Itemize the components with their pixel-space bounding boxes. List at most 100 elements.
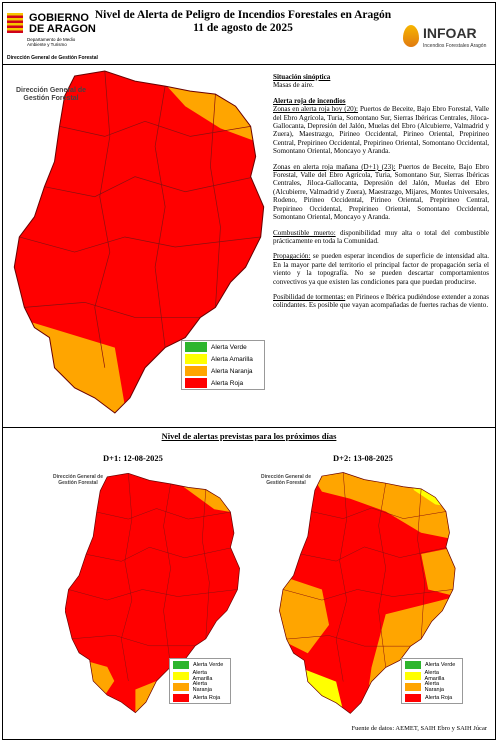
zone-border <box>163 483 171 667</box>
lead: Zonas en alerta roja hoy (20): <box>273 105 359 114</box>
zone-border <box>282 589 454 601</box>
lead: Propagación: <box>273 252 311 261</box>
legend-swatch <box>173 693 189 702</box>
paragraph: Zonas en alerta roja mañana (D+1) (23): … <box>273 163 489 222</box>
zone <box>279 575 330 654</box>
legend-swatch <box>405 693 421 702</box>
text: Puertos de Beceite, Bajo Ebro Forestal, … <box>273 105 489 156</box>
forecast-map <box>65 472 240 714</box>
zone-border <box>19 236 261 253</box>
zone-border <box>68 589 238 601</box>
legend-label: Alerta Verde <box>193 661 224 668</box>
legend-swatch <box>173 682 189 691</box>
legend-entry: Alerta Amarilla <box>402 669 462 682</box>
paragraphs: Zonas en alerta roja hoy (20): Puertos d… <box>273 105 489 310</box>
zone-border <box>96 508 231 520</box>
legend-swatch <box>185 366 207 376</box>
flag-icon <box>7 13 23 33</box>
zone-border <box>154 86 166 348</box>
legend-entry: Alerta Naranja <box>402 680 462 693</box>
zone-border <box>24 301 201 318</box>
legend-entry: Alerta Roja <box>402 692 462 703</box>
zone-border <box>86 546 235 562</box>
zone-border <box>202 489 210 639</box>
divider <box>3 427 495 428</box>
lead: Combustible muerto: <box>273 228 336 237</box>
map-label: Dirección General de Gestión Forestal <box>52 474 104 486</box>
lead: Posibilidad de tormentas: <box>273 292 346 301</box>
legend-entry: Alerta Amarilla <box>170 669 230 682</box>
paragraph: Combustible muerto: disponibilidad muy a… <box>273 229 489 246</box>
region-fill <box>14 71 264 413</box>
paragraph: Posibilidad de tormentas: en Pirineos e … <box>273 293 489 310</box>
legend-label: Alerta Amarilla <box>211 355 253 363</box>
legend-label: Alerta Amarilla <box>192 669 213 682</box>
date: 11 de agosto de 2025 <box>193 22 293 34</box>
legend-entry: Alerta Verde <box>402 659 462 670</box>
zone-border <box>121 473 133 682</box>
brand-subtitle: Incendios Forestales Aragón <box>423 43 487 49</box>
forecast-date: D+2: 13-08-2025 <box>333 453 393 463</box>
heading: Alerta roja de incendios <box>273 96 346 105</box>
divider <box>3 64 495 65</box>
main-map <box>13 70 265 414</box>
source: Fuente de datos: AEMET, SAIH Ebro y SAIH… <box>351 725 487 732</box>
brand-icon <box>403 25 419 47</box>
legend-entry: Alerta Naranja <box>182 365 264 377</box>
logo: GOBIERNO DE ARAGON <box>29 12 96 35</box>
text: se pueden esperar incendios de superfici… <box>273 252 489 286</box>
title-text: Nivel de Alerta de Peligro de Incendios … <box>94 9 392 21</box>
forecast-date: D+1: 12-08-2025 <box>103 453 163 463</box>
legend: Alerta Verde Alerta Amarilla Alerta Naranj… <box>181 340 265 390</box>
legend-label: Alerta Amarilla <box>424 669 445 682</box>
zone-border <box>44 176 256 198</box>
region-outline <box>279 472 456 714</box>
legend-swatch <box>185 354 207 364</box>
region-outline <box>13 70 265 414</box>
text: en Pirineos e Ibérica pudiéndose extende… <box>273 292 489 310</box>
zone-border <box>311 507 446 519</box>
legend-label: Alerta Verde <box>211 343 247 351</box>
map-label: Dirección General de Gestión Forestal <box>260 474 312 486</box>
legend-swatch <box>405 671 421 680</box>
legend: Alerta Verde Alerta Amarilla Alerta Naranj… <box>401 658 463 704</box>
legend-label: Alerta Roja <box>425 694 453 701</box>
zone <box>421 546 456 597</box>
zone-border <box>300 546 450 562</box>
zone-border <box>210 94 221 308</box>
legend-entry: Alerta Roja <box>170 692 230 703</box>
department: Departamento de Medio Ambiente y Turismo <box>27 37 76 47</box>
heading: Situación sinóptica <box>273 73 331 81</box>
legend-swatch <box>173 671 189 680</box>
forecast-title-text: Nivel de alertas previstas para los próx… <box>161 431 337 441</box>
legend-swatch <box>185 342 207 352</box>
zone-border <box>94 71 111 368</box>
legend-entry: Alerta Verde <box>182 341 264 353</box>
legend-swatch <box>173 660 189 669</box>
legend-entry: Alerta Verde <box>170 659 230 670</box>
legend-entry: Alerta Roja <box>182 377 264 389</box>
paragraph: Propagación: se pueden esperar incendios… <box>273 252 489 286</box>
text: Puertos de Beceite, Bajo Ebro Forestal, … <box>273 162 489 222</box>
legend-swatch <box>185 378 207 388</box>
legend-label: Alerta Naranja <box>192 680 212 693</box>
legend-swatch <box>405 682 421 691</box>
legend-label: Alerta Naranja <box>211 367 253 375</box>
lead: Zonas en alerta roja mañana (D+1) (23): <box>273 162 396 171</box>
legend-label: Alerta Roja <box>193 694 221 701</box>
brand: INFOAR <box>423 25 477 41</box>
zone-border <box>417 488 425 640</box>
zone-border <box>335 472 347 682</box>
legend-label: Alerta Roja <box>211 379 244 387</box>
legend-swatch <box>405 660 421 669</box>
region-fill <box>279 472 456 714</box>
forecast-map <box>279 472 456 714</box>
legend-label: Alerta Verde <box>425 661 456 668</box>
zone-border <box>72 634 196 647</box>
title: Nivel de Alerta de Peligro de Incendios … <box>93 9 393 35</box>
legend-label: Alerta Naranja <box>424 680 444 693</box>
paragraph: Zonas en alerta roja hoy (20): Puertos d… <box>273 105 489 155</box>
legend: Alerta Verde Alerta Amarilla Alerta Naranj… <box>169 658 231 704</box>
region-fill <box>65 473 240 713</box>
